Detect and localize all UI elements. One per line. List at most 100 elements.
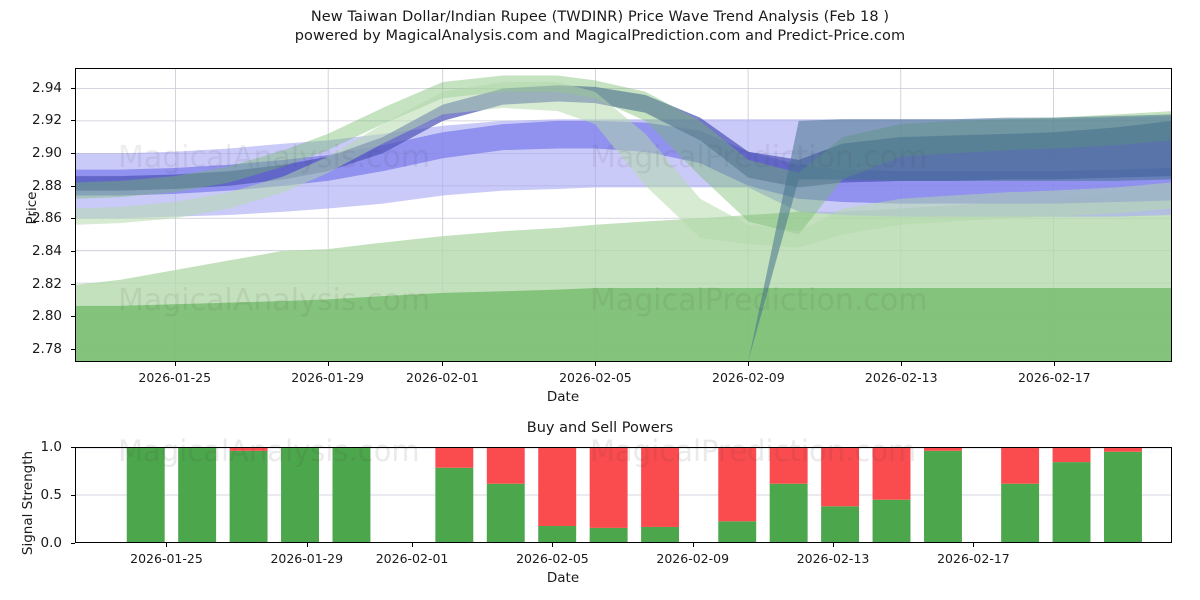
signal-ytick-label: 0.5 bbox=[40, 487, 62, 503]
signal-xtick-mark bbox=[166, 543, 168, 547]
signal-xtick-mark bbox=[306, 543, 308, 547]
signal-plot-area bbox=[76, 448, 1171, 542]
price-ytick-mark bbox=[71, 185, 75, 187]
buy-power-bar[interactable] bbox=[872, 499, 911, 542]
buy-sell-powers-chart[interactable] bbox=[75, 447, 1172, 543]
signal-xtick-label: 2026-01-25 bbox=[130, 551, 203, 566]
signal-xtick-label: 2026-02-17 bbox=[937, 551, 1010, 566]
price-xtick-mark bbox=[748, 362, 750, 366]
sell-power-bar[interactable] bbox=[718, 448, 757, 522]
price-ytick-mark bbox=[71, 316, 75, 318]
signal-xtick-mark bbox=[692, 543, 694, 547]
price-ytick-label: 2.94 bbox=[31, 79, 62, 96]
sell-power-bar[interactable] bbox=[872, 448, 911, 500]
sell-power-bar[interactable] bbox=[229, 448, 268, 451]
signal-ytick-mark bbox=[71, 447, 75, 448]
price-band-green-wave-lower bbox=[76, 81, 1171, 248]
sell-power-bar[interactable] bbox=[589, 448, 628, 528]
price-ytick-mark bbox=[71, 87, 75, 89]
signal-ytick-mark bbox=[71, 495, 75, 496]
sell-power-bar[interactable] bbox=[435, 448, 474, 468]
signal-ytick-label: 0.0 bbox=[40, 535, 62, 551]
price-ytick-label: 2.82 bbox=[31, 275, 62, 292]
chart-title-line-2: powered by MagicalAnalysis.com and Magic… bbox=[294, 28, 906, 44]
buy-power-bar[interactable] bbox=[769, 483, 808, 542]
buy-power-bar[interactable] bbox=[1052, 462, 1091, 542]
buy-power-bar[interactable] bbox=[126, 448, 165, 542]
buy-power-bar[interactable] bbox=[486, 483, 525, 542]
price-band-teal-overlay-band bbox=[76, 114, 1171, 361]
price-xtick-label: 2026-02-01 bbox=[406, 370, 479, 385]
buy-power-bar[interactable] bbox=[435, 467, 474, 542]
buy-power-bar[interactable] bbox=[281, 448, 319, 542]
price-xtick-label: 2026-02-13 bbox=[864, 370, 938, 385]
sell-power-bar[interactable] bbox=[769, 448, 808, 484]
price-xtick-mark bbox=[327, 362, 329, 366]
price-wave-plot-area bbox=[76, 69, 1171, 361]
price-xtick-mark bbox=[595, 362, 597, 366]
price-ytick-label: 2.78 bbox=[31, 340, 62, 357]
signal-xtick-mark bbox=[412, 543, 414, 547]
sell-power-bar[interactable] bbox=[821, 448, 860, 507]
buy-power-bar[interactable] bbox=[538, 526, 577, 542]
price-ytick-label: 2.84 bbox=[31, 242, 62, 259]
price-xtick-mark bbox=[901, 362, 903, 366]
buy-power-bar[interactable] bbox=[641, 526, 680, 542]
price-band-green-inner-band bbox=[76, 288, 1171, 361]
price-band-green-wave-upper bbox=[76, 75, 1171, 235]
sell-power-bar[interactable] bbox=[486, 448, 525, 484]
price-ytick-label: 2.88 bbox=[31, 177, 62, 194]
price-ytick-mark bbox=[71, 283, 75, 285]
sell-power-bar[interactable] bbox=[1001, 448, 1040, 484]
page-title: New Taiwan Dollar/Indian Rupee (TWDINR) … bbox=[0, 8, 1200, 46]
price-axis-label: Price bbox=[24, 191, 40, 225]
price-xtick-label: 2026-01-29 bbox=[291, 370, 364, 385]
price-ytick-mark bbox=[71, 152, 75, 154]
signal-strength-axis-label: Signal Strength bbox=[20, 450, 36, 556]
price-xtick-mark bbox=[1054, 362, 1056, 366]
price-xtick-mark bbox=[174, 362, 176, 366]
signal-ytick-label: 1.0 bbox=[40, 439, 62, 455]
price-ytick-mark bbox=[71, 218, 75, 220]
buy-power-bar[interactable] bbox=[178, 448, 217, 542]
buy-power-bar[interactable] bbox=[1001, 483, 1040, 542]
date-axis-label-main: Date bbox=[546, 389, 580, 405]
price-band-blue-mid-band bbox=[76, 120, 1171, 204]
buy-power-bar[interactable] bbox=[332, 448, 371, 542]
price-ytick-mark bbox=[71, 250, 75, 252]
signal-xtick-label: 2026-02-01 bbox=[375, 551, 449, 566]
price-ytick-label: 2.86 bbox=[31, 210, 62, 227]
signal-xtick-label: 2026-01-29 bbox=[270, 551, 344, 566]
sell-power-bar[interactable] bbox=[1052, 448, 1091, 463]
signal-xtick-label: 2026-02-09 bbox=[656, 551, 730, 566]
sell-power-bar[interactable] bbox=[641, 448, 680, 527]
sell-power-bar[interactable] bbox=[538, 448, 577, 527]
buy-power-bar[interactable] bbox=[821, 506, 860, 542]
price-xtick-label: 2026-01-25 bbox=[138, 370, 212, 385]
price-xtick-label: 2026-02-05 bbox=[559, 370, 632, 385]
signal-ytick-mark bbox=[71, 543, 75, 544]
price-xtick-label: 2026-02-17 bbox=[1017, 370, 1091, 385]
signal-chart-title: Buy and Sell Powers bbox=[526, 420, 674, 436]
buy-power-bar[interactable] bbox=[718, 521, 757, 542]
price-ytick-label: 2.80 bbox=[31, 308, 62, 325]
price-ytick-label: 2.90 bbox=[31, 144, 62, 161]
signal-xtick-mark bbox=[833, 543, 835, 547]
buy-power-bar[interactable] bbox=[589, 527, 628, 542]
price-xtick-label: 2026-02-09 bbox=[712, 370, 785, 385]
buy-power-bar[interactable] bbox=[1104, 451, 1142, 542]
sell-power-bar[interactable] bbox=[923, 448, 962, 451]
buy-power-bar[interactable] bbox=[229, 450, 268, 542]
buy-power-bar[interactable] bbox=[923, 450, 962, 542]
signal-xtick-label: 2026-02-05 bbox=[516, 551, 589, 566]
price-xtick-mark bbox=[442, 362, 444, 366]
chart-title-line-1: New Taiwan Dollar/Indian Rupee (TWDINR) … bbox=[310, 9, 890, 25]
price-ytick-label: 2.92 bbox=[31, 112, 62, 129]
sell-power-bar[interactable] bbox=[1104, 448, 1142, 452]
signal-xtick-mark bbox=[973, 543, 975, 547]
price-wave-chart[interactable] bbox=[75, 68, 1172, 362]
signal-xtick-mark bbox=[552, 543, 554, 547]
price-ytick-mark bbox=[71, 348, 75, 350]
date-axis-label-signal: Date bbox=[546, 570, 580, 586]
price-ytick-mark bbox=[71, 120, 75, 122]
